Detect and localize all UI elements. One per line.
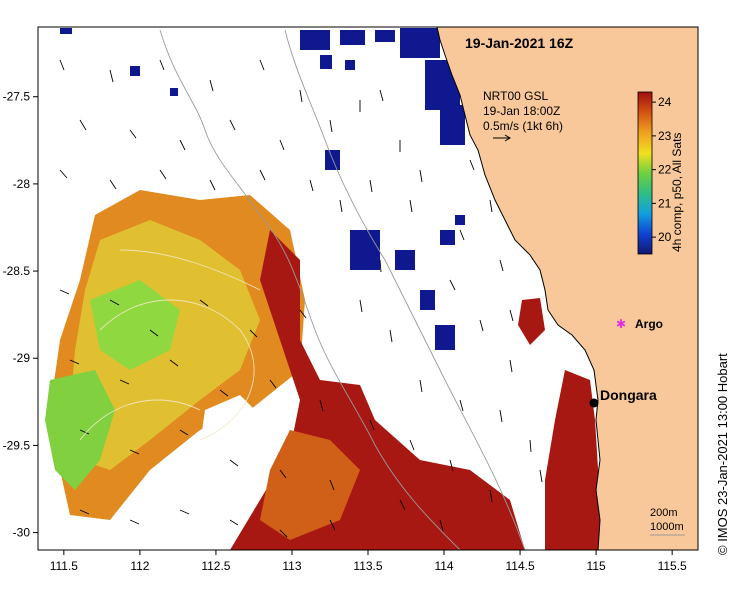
y-tick-label: -30 [13,526,31,540]
depth-legend-1000m: 1000m [650,521,684,533]
colorbar-label: 4h comp, p50, All Sats [670,133,684,252]
contour-200m [284,29,526,550]
sst-hot-coastal [545,370,605,550]
colorbar: 24 23 22 21 20 4h comp, p50, All Sats [637,91,684,255]
cloud-gap [200,395,265,470]
sst-cool-patch-2 [90,280,180,370]
y-tick-label: -29 [13,351,31,365]
current-vectors [59,59,543,538]
sst-field [45,190,605,550]
colorbar-tick-label: 22 [658,163,672,177]
argo-marker: ✱ Argo [616,317,663,331]
y-tick-label: -27.5 [3,90,31,104]
colorbar-ramp [637,91,653,255]
colorbar-tick-label: 24 [658,95,672,109]
depth-legend-200m: 200m [650,507,678,519]
current-label-line3: 0.5m/s (1kt 6h) [483,119,563,133]
x-tick-label: 115 [587,559,606,573]
argo-label: Argo [635,317,663,331]
credit-text: © IMOS 23-Jan-2021 13:00 Hobart [715,353,730,555]
bathymetry-contours [159,29,526,550]
cold-pixels [60,28,465,350]
x-tick-label: 113 [282,559,301,573]
x-tick-label: 113.5 [353,559,382,573]
current-scale-label: NRT00 GSL 19-Jan 18:00Z 0.5m/s (1kt 6h) [483,89,563,142]
colorbar-tick-label: 23 [658,129,672,143]
argo-symbol: ✱ [616,317,626,331]
colorbar-tick-label: 21 [658,196,672,210]
x-tick-label: 115.5 [658,559,687,573]
current-label-line2: 19-Jan 18:00Z [483,104,560,118]
y-tick-label: -29.5 [3,438,31,452]
x-tick-label: 112.5 [201,559,230,573]
x-axis: 111.5 112 112.5 113 113.5 114 114.5 115 115.5 [50,550,687,573]
x-tick-label: 114 [434,559,453,573]
x-tick-label: 111.5 [50,559,79,573]
y-tick-label: -28 [13,177,31,191]
dongara-label: Dongara [600,387,657,403]
colorbar-ticks: 24 23 22 21 20 [652,95,672,244]
current-label-line1: NRT00 GSL [483,89,548,103]
x-tick-label: 112 [130,559,149,573]
scale-arrow [493,134,511,142]
sst-warm-strip [260,430,360,540]
sst-hot-small [518,298,545,345]
sst-isotherms [79,249,261,441]
dongara-marker: Dongara [589,387,657,408]
colorbar-tick-label: 20 [658,230,672,244]
contour-1000m [159,29,461,550]
x-tick-label: 114.5 [506,559,535,573]
y-tick-label: -28.5 [3,264,31,278]
map-title: 19-Jan-2021 16Z [465,35,574,51]
dongara-dot [589,398,599,408]
land [436,27,698,550]
depth-legend: 200m 1000m [650,507,685,536]
y-axis: -27.5 -28 -28.5 -29 -29.5 -30 [3,90,38,540]
